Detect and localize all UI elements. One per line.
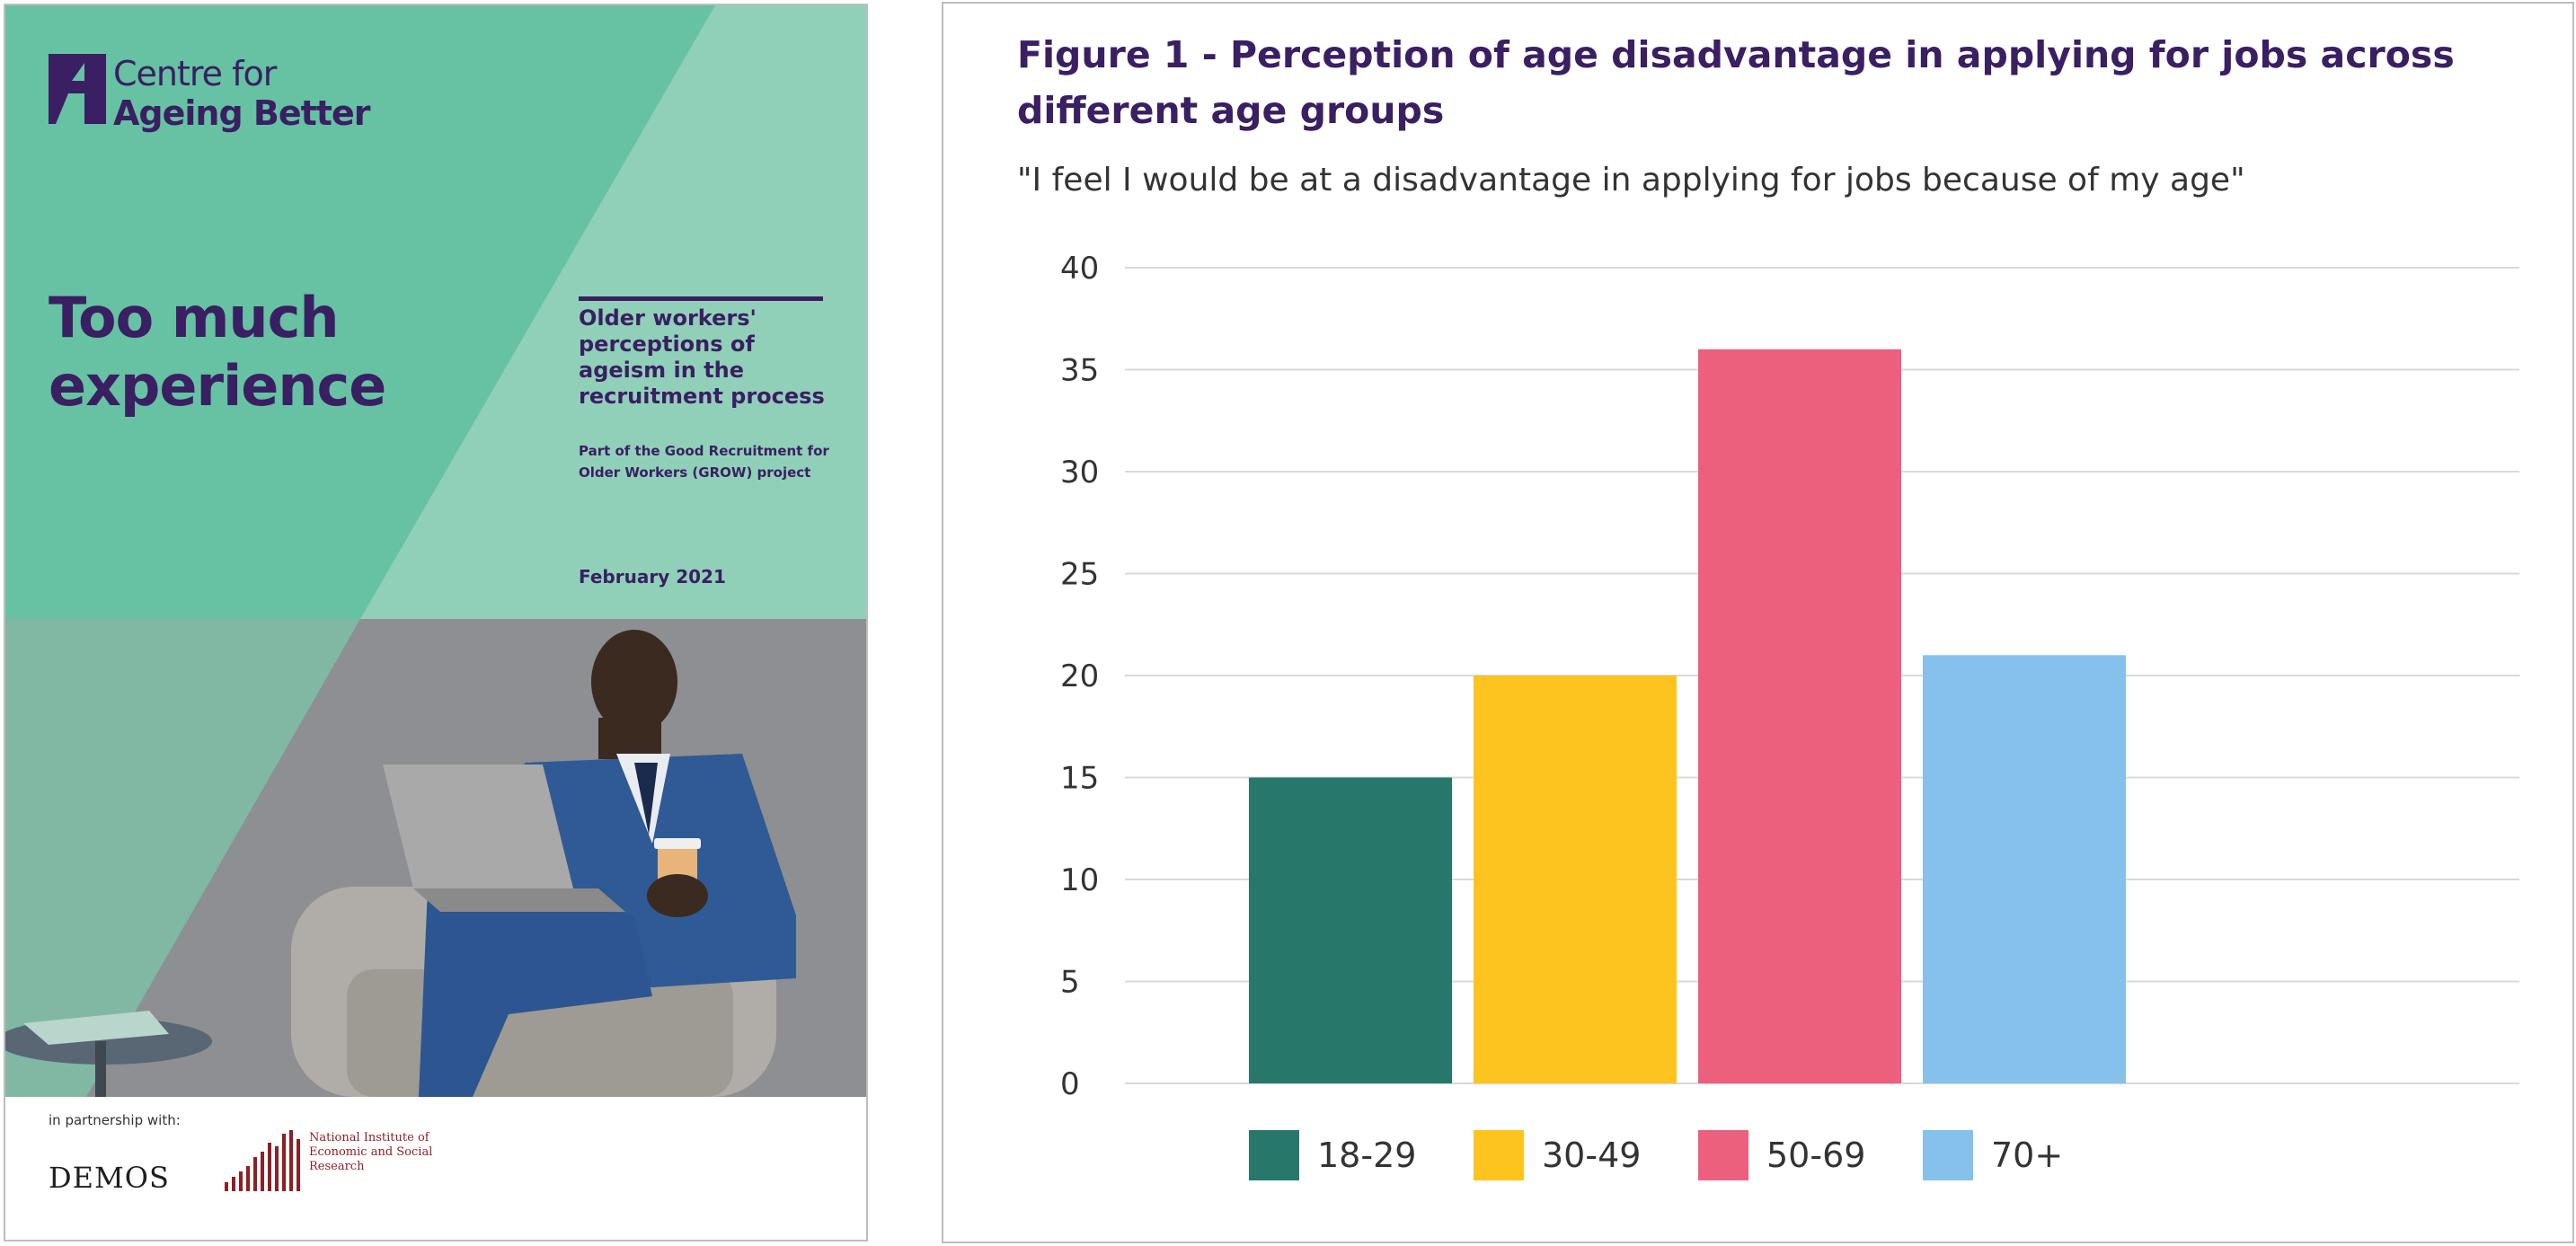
cover-background — [5, 5, 866, 619]
legend-label-70+: 70+ — [1991, 1136, 2063, 1175]
ageing-better-logo-text: Centre for Ageing Better — [113, 54, 401, 133]
chart-title: Figure 1 - Perception of age disadvantag… — [1017, 33, 2455, 132]
cover-divider — [579, 296, 823, 301]
logo-line-1: Centre for — [113, 54, 277, 93]
chart-subtitle: "I feel I would be at a disadvantage in … — [1017, 162, 2245, 199]
niesr-logo-text: National Institute of Economic and Socia… — [309, 1131, 433, 1173]
legend-swatch-70+ — [1923, 1130, 1973, 1180]
y-tick-label-5: 5 — [1060, 965, 1080, 1001]
ageing-better-logo-icon — [49, 54, 106, 124]
cover-green-diagonal — [5, 5, 715, 619]
bars — [1249, 349, 2126, 1083]
legend: 18-29 30-49 50-69 70+ — [1249, 1130, 2063, 1180]
legend-swatch-30-49 — [1474, 1130, 1524, 1180]
legend-swatch-50-69 — [1698, 1130, 1748, 1180]
y-tick-label-10: 10 — [1060, 862, 1099, 898]
report-cover: Centre for Ageing Better Too much experi… — [4, 4, 868, 1242]
bar-18-29 — [1249, 777, 1452, 1083]
chart-panel: Figure 1 - Perception of age disadvantag… — [942, 2, 2574, 1243]
niesr-logo-icon — [225, 1130, 300, 1191]
legend-label-18-29: 18-29 — [1317, 1136, 1416, 1175]
y-tick-label-20: 20 — [1060, 658, 1099, 694]
legend-label-30-49: 30-49 — [1542, 1136, 1641, 1175]
logo-line-2: Ageing Better — [113, 93, 370, 133]
y-tick-label-40: 40 — [1060, 251, 1099, 287]
y-tick-label-35: 35 — [1060, 353, 1099, 389]
bar-30-49 — [1474, 676, 1677, 1083]
legend-label-50-69: 50-69 — [1766, 1136, 1865, 1175]
cover-photo-businessman-with-laptop — [5, 619, 866, 1097]
legend-swatch-18-29 — [1249, 1130, 1299, 1180]
cover-subtitle: Older workers' perceptions of ageism in … — [579, 305, 825, 409]
bar-chart: 0 5 10 15 20 25 30 35 40 18-29 30-49 50-69 70+ — [1060, 251, 2519, 1180]
y-tick-label-0: 0 — [1060, 1066, 1080, 1102]
y-tick-label-30: 30 — [1060, 455, 1099, 490]
cover-project-note: Part of the Good Recruitment for Older W… — [579, 443, 829, 481]
y-axis-ticks: 0 5 10 15 20 25 30 35 40 — [1060, 251, 1099, 1102]
demos-logo: DEMOS — [49, 1161, 170, 1195]
cover-date: February 2021 — [579, 566, 726, 588]
y-tick-label-15: 15 — [1060, 761, 1099, 797]
partnership-label: in partnership with: — [49, 1112, 181, 1128]
y-tick-label-25: 25 — [1060, 557, 1099, 593]
bar-50-69 — [1698, 349, 1901, 1083]
cover-title: Too much experience — [49, 285, 386, 419]
bar-70+ — [1923, 655, 2126, 1083]
